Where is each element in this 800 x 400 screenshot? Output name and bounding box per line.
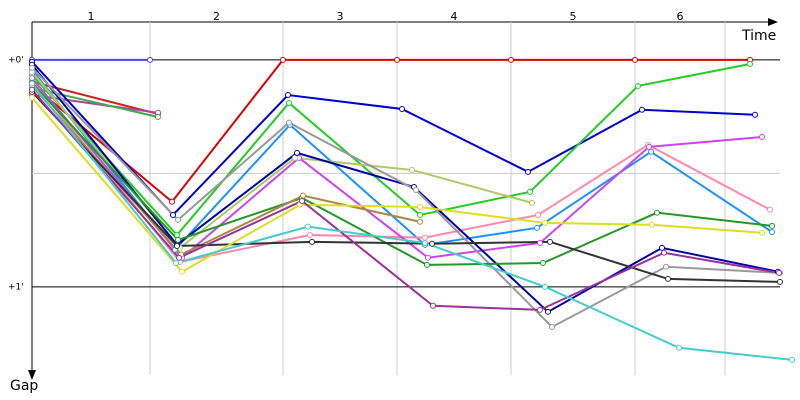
series-line	[31, 80, 159, 115]
point	[767, 206, 773, 213]
point	[29, 64, 35, 71]
point	[540, 260, 546, 267]
point	[413, 186, 419, 193]
point	[661, 249, 667, 256]
point	[769, 222, 775, 229]
point	[300, 192, 306, 199]
point	[648, 148, 654, 155]
y-tick-label: +1'	[8, 282, 24, 292]
point	[417, 204, 423, 211]
point	[547, 238, 553, 245]
point	[776, 269, 782, 276]
lap-label: 2	[213, 10, 220, 23]
point	[309, 238, 315, 245]
point	[176, 254, 182, 261]
point	[549, 323, 555, 330]
point	[429, 240, 435, 247]
point	[537, 306, 543, 313]
point	[663, 263, 669, 270]
y-axis-label: Gap	[10, 378, 38, 394]
point	[529, 199, 535, 206]
point	[175, 216, 181, 223]
point	[29, 80, 35, 87]
point	[179, 268, 185, 275]
point	[286, 119, 292, 126]
point	[632, 56, 638, 63]
point	[537, 239, 543, 246]
point	[777, 278, 783, 285]
time-arrow	[768, 18, 778, 26]
point	[147, 56, 153, 63]
gap-arrow	[28, 370, 36, 380]
point	[29, 94, 35, 101]
point	[646, 143, 652, 150]
point	[29, 74, 35, 81]
point	[542, 283, 548, 290]
series-line	[31, 86, 159, 118]
point	[292, 154, 298, 161]
y-tick-label: +0'	[8, 55, 24, 65]
series-line	[31, 71, 533, 250]
point	[752, 111, 758, 118]
point	[639, 106, 645, 113]
point	[535, 211, 541, 218]
point	[649, 221, 655, 228]
point	[430, 302, 436, 309]
point	[155, 113, 161, 120]
lap-label: 3	[337, 10, 344, 23]
point	[399, 106, 405, 113]
point	[175, 236, 181, 243]
point	[174, 242, 180, 249]
point	[676, 344, 682, 351]
point	[759, 134, 765, 141]
point	[759, 229, 765, 236]
lap-label: 4	[451, 10, 458, 23]
point	[525, 168, 531, 175]
point	[422, 234, 428, 241]
point	[747, 60, 753, 67]
point	[417, 218, 423, 225]
point	[424, 261, 430, 268]
point	[174, 232, 180, 239]
lap-label: 1	[88, 10, 95, 23]
point	[305, 223, 311, 230]
point	[294, 149, 300, 156]
point	[654, 209, 660, 216]
point	[545, 308, 551, 315]
point	[286, 99, 292, 106]
point	[29, 86, 35, 93]
point	[534, 224, 540, 231]
point	[635, 82, 641, 89]
point	[542, 219, 548, 226]
point	[299, 197, 305, 204]
point	[665, 275, 671, 282]
point	[789, 356, 795, 363]
point	[285, 92, 291, 99]
point	[527, 188, 533, 195]
x-axis-label: Time	[741, 28, 776, 44]
lap-label: 5	[570, 10, 577, 23]
lap-label: 6	[677, 10, 684, 23]
point	[169, 198, 175, 205]
point	[769, 228, 775, 235]
point	[422, 239, 428, 246]
series-line	[31, 83, 793, 361]
point	[425, 254, 431, 261]
point	[409, 166, 415, 173]
point	[417, 211, 423, 218]
point	[394, 56, 400, 63]
point	[307, 232, 313, 239]
series-line	[31, 64, 779, 314]
point	[659, 244, 665, 251]
point	[170, 211, 176, 218]
point	[173, 260, 179, 267]
point	[280, 56, 286, 63]
point	[508, 56, 514, 63]
